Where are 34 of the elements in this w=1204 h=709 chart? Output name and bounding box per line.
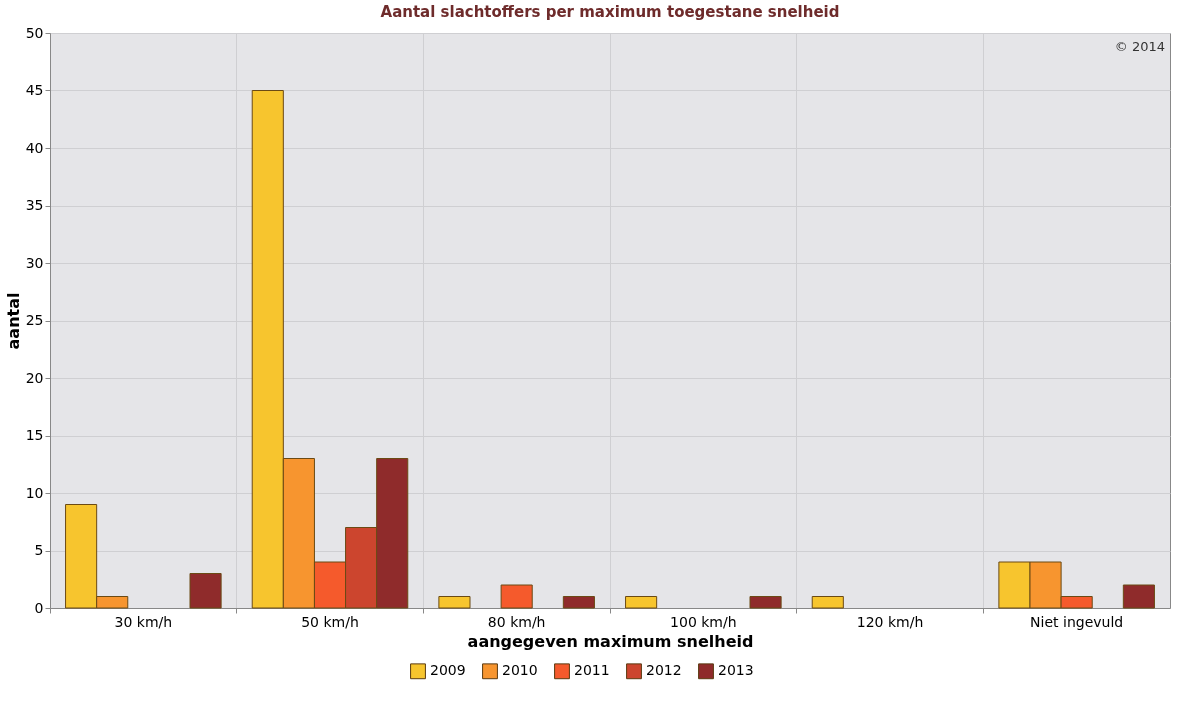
- bar: [749, 596, 782, 609]
- bar: [500, 584, 533, 609]
- y-tick-label: 30: [25, 254, 44, 271]
- x-tick-label: 50 km/h: [301, 613, 359, 630]
- legend-label: 2012: [646, 662, 682, 679]
- legend-label: 2009: [430, 662, 466, 679]
- x-tick-label: Niet ingevuld: [1030, 613, 1124, 630]
- x-axis-title: aangegeven maximum snelheid: [467, 631, 754, 651]
- annotation: © 2014: [1114, 39, 1165, 54]
- y-axis-title: aantal: [3, 292, 23, 350]
- y-tick-label: 45: [25, 82, 44, 98]
- x-tick-label: 80 km/h: [487, 613, 546, 630]
- y-tick-label: 50: [25, 24, 44, 41]
- chart-title: Aantal slachtoffers per maximum toegestane snelheid: [380, 3, 840, 21]
- x-tick-label: 120 km/h: [856, 613, 924, 630]
- bar: [811, 596, 844, 609]
- x-tick-label: 30 km/h: [114, 613, 173, 630]
- bar: [1122, 584, 1155, 609]
- y-tick-label: 15: [25, 427, 44, 443]
- y-tick-label: 40: [25, 139, 44, 156]
- y-tick-label: 25: [25, 312, 44, 328]
- legend-label: 2010: [502, 662, 538, 679]
- y-tick-label: 35: [25, 197, 44, 213]
- y-tick-label: 10: [25, 484, 44, 501]
- y-tick-label: 0: [34, 599, 44, 616]
- bar: [562, 596, 595, 609]
- bar: [438, 596, 471, 609]
- x-tick-label: 100 km/h: [670, 613, 737, 630]
- legend-label: 2011: [574, 662, 610, 679]
- legend-label: 2013: [718, 662, 754, 679]
- bar: [189, 573, 222, 609]
- bar: [625, 596, 658, 609]
- y-tick-label: 5: [34, 542, 44, 558]
- y-tick-label: 20: [25, 369, 44, 386]
